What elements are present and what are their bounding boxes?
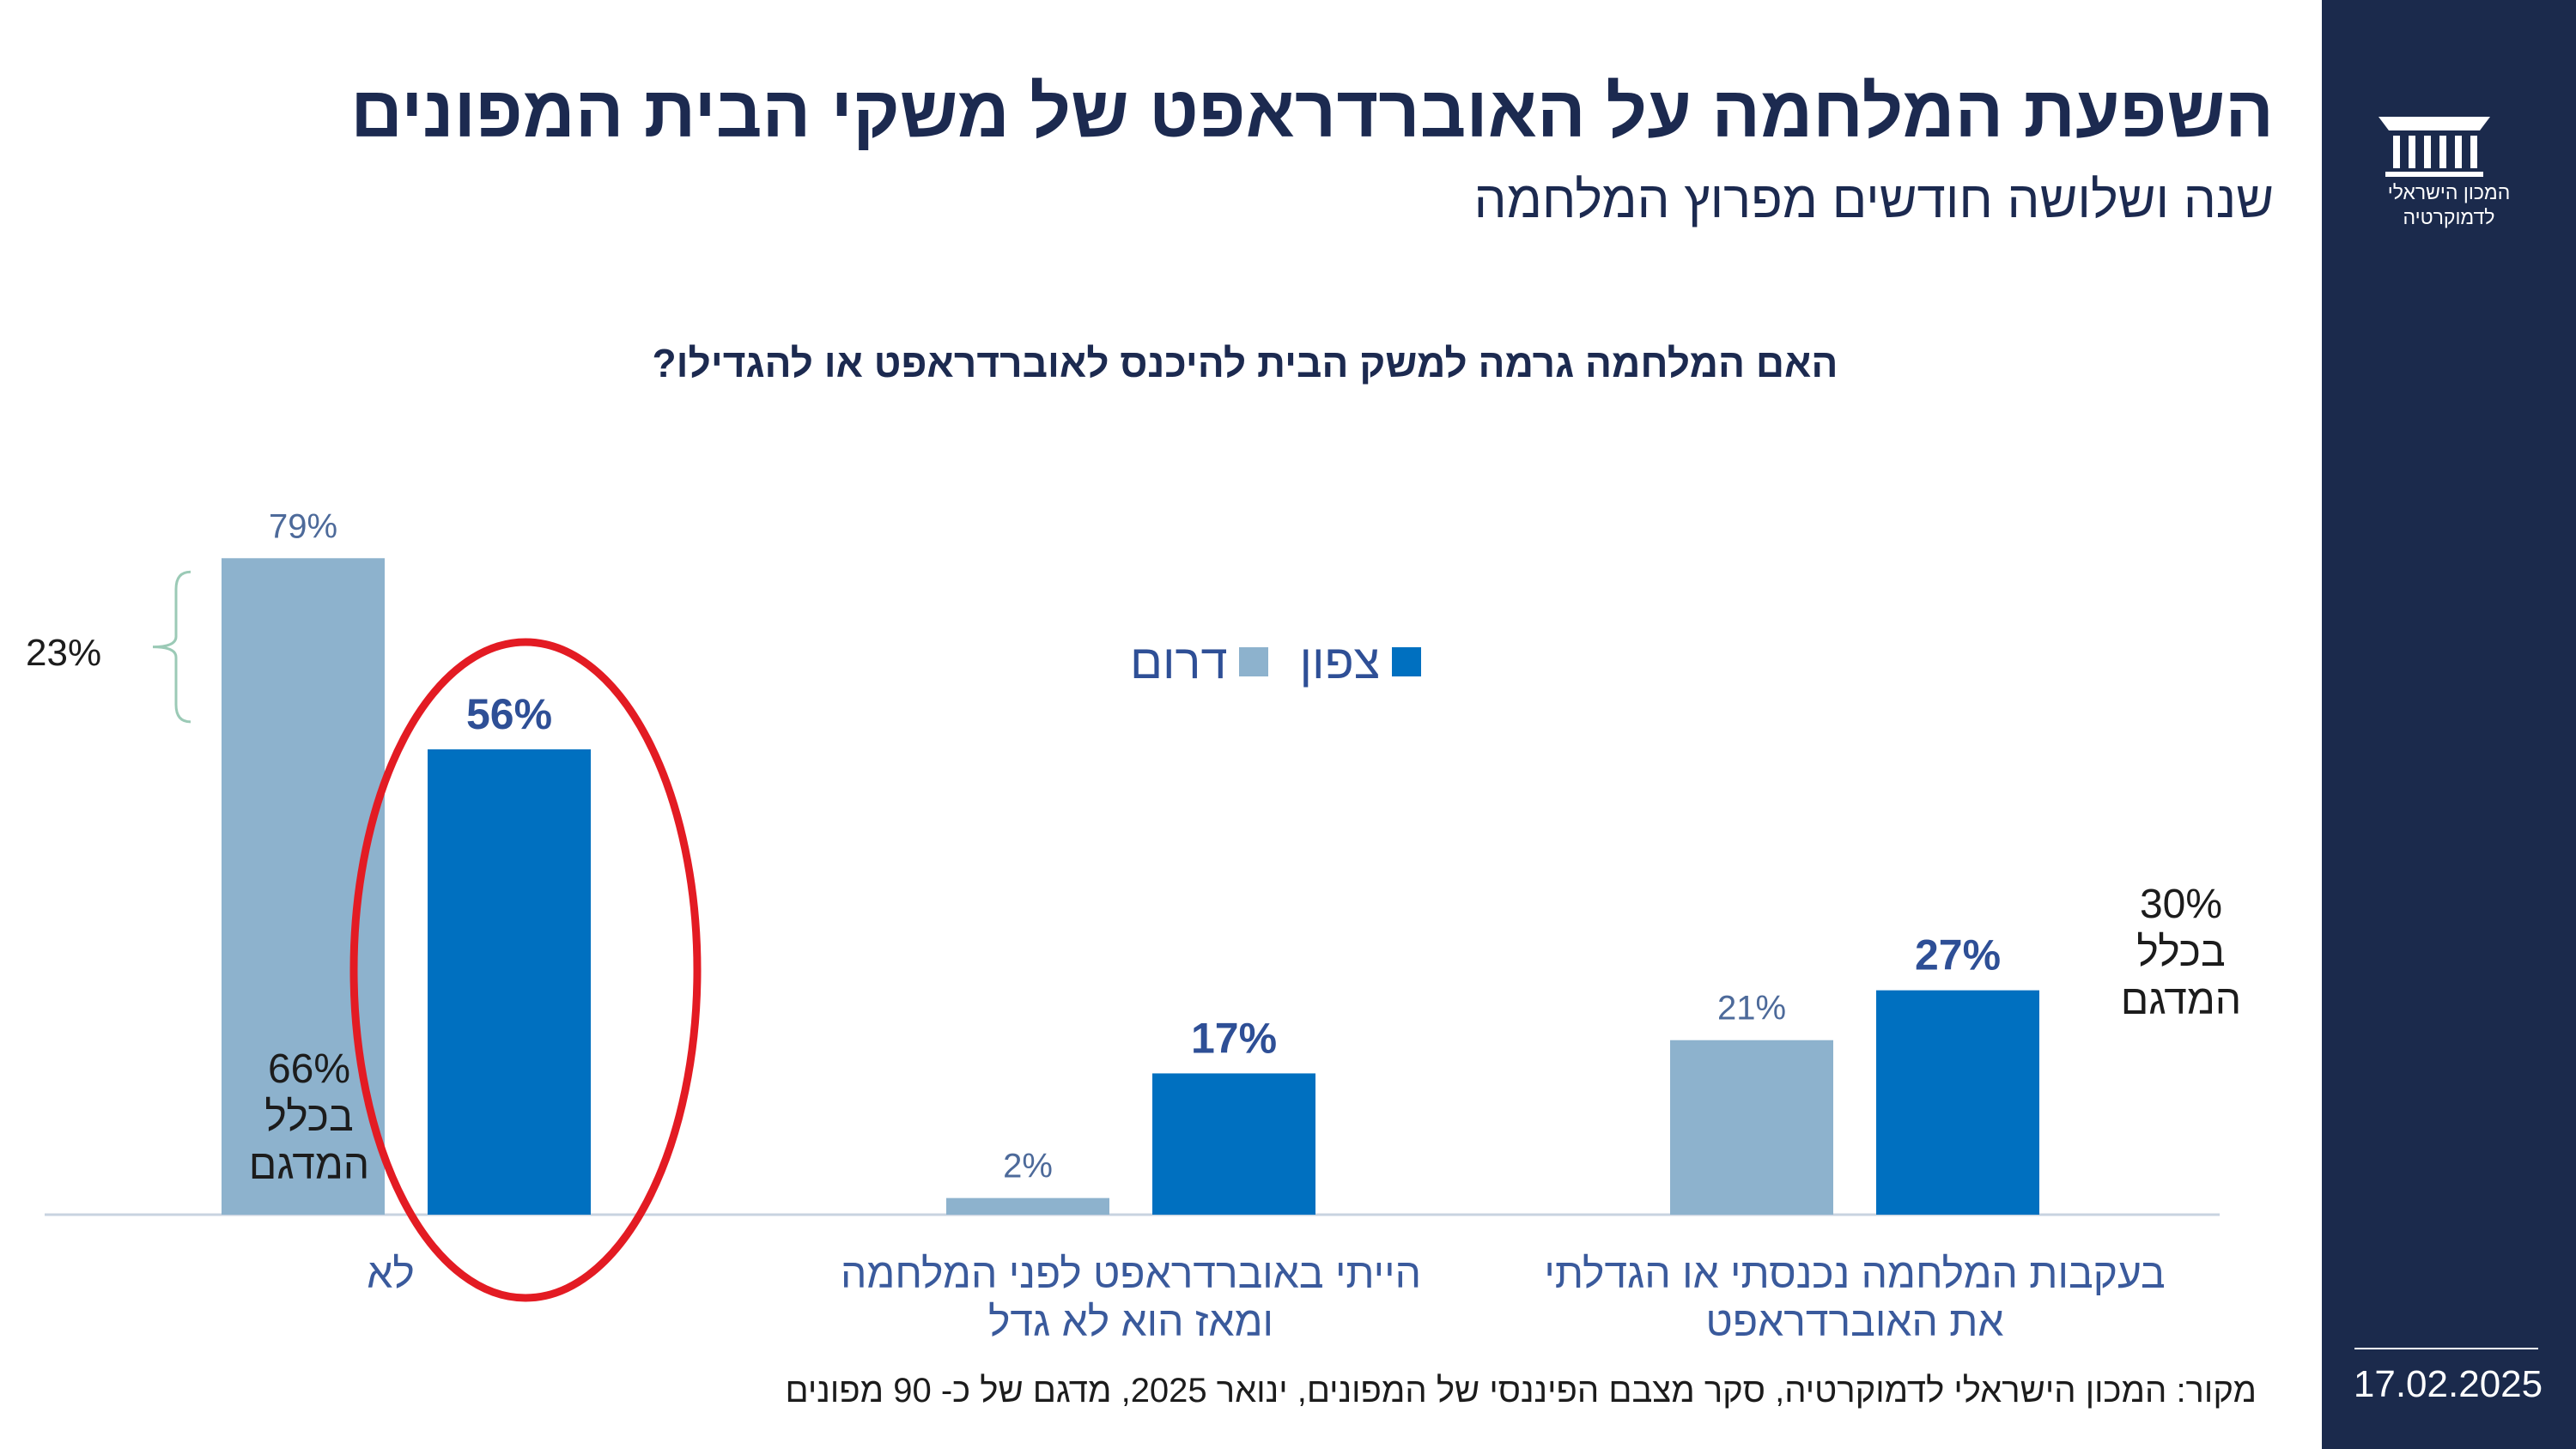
legend-swatch-north (1392, 646, 1422, 676)
difference-bracket (152, 570, 191, 724)
legend-item-north: צפון (1299, 634, 1422, 689)
data-label-north-2: 56% (466, 690, 552, 738)
data-label-south-2: 79% (269, 507, 337, 545)
data-label-south-0: 21% (1717, 990, 1786, 1028)
highlight-ellipse (349, 638, 702, 1302)
category-label-0-0: בעקבות המלחמה נכנסתי או הגדלתי (1544, 1252, 2165, 1297)
page-subtitle: שנה ושלושה חודשים מפרוץ המלחמה (1473, 171, 2274, 228)
overall-increased-annotation: 30% בכלל המדגם (2095, 881, 2267, 1025)
legend-swatch-south (1239, 646, 1269, 676)
institute-logo-icon (2379, 117, 2490, 177)
overall-increased-line3: המדגם (2120, 978, 2242, 1023)
source-note: מקור: המכון הישראלי לדמוקרטיה, סקר מצבם … (785, 1372, 2257, 1410)
overall-no-line2: בכלל (264, 1094, 354, 1140)
logo-text: המכון הישראלי לדמוקרטיה (2342, 180, 2555, 230)
bar-north-2 (428, 749, 591, 1215)
chart-legend: צפון דרום (1099, 634, 1422, 689)
legend-item-south: דרום (1130, 634, 1269, 689)
data-label-south-1: 2% (1003, 1148, 1053, 1185)
difference-label: 23% (26, 632, 102, 674)
overall-no-annotation: 66% בכלל המדגם (215, 1046, 404, 1190)
date-divider (2354, 1348, 2538, 1349)
bar-north-1 (1152, 1073, 1315, 1215)
date-label: 17.02.2025 (2353, 1363, 2543, 1405)
category-label-0-1: את האוברדראפט (1705, 1300, 2003, 1345)
bar-north-0 (1876, 990, 2039, 1215)
page-title: השפעת המלחמה על האוברדראפט של משקי הבית … (350, 71, 2274, 152)
category-label-2-0: לא (367, 1252, 415, 1297)
overall-increased-line2: בכלל (2136, 930, 2226, 975)
category-label-1-0: הייתי באוברדראפט לפני המלחמה (841, 1252, 1421, 1297)
category-label-1-1: ומאז הוא לא גדל (988, 1300, 1273, 1345)
logo-text-line1: המכון הישראלי (2387, 181, 2511, 203)
overall-no-line1: 66% (267, 1046, 351, 1092)
data-label-north-0: 27% (1915, 931, 2001, 979)
bar-south-1 (946, 1197, 1109, 1215)
legend-label-south: דרום (1130, 634, 1228, 688)
legend-label-north: צפון (1299, 634, 1381, 688)
sidebar (2322, 0, 2576, 1449)
logo-text-line2: לדמוקרטיה (2403, 206, 2495, 228)
bar-south-0 (1670, 1040, 1833, 1215)
data-label-north-1: 17% (1191, 1014, 1277, 1062)
overall-no-line3: המדגם (248, 1143, 370, 1188)
overall-increased-line1: 30% (2139, 882, 2223, 927)
chart-title: האם המלחמה גרמה למשק הבית להיכנס לאוברדר… (652, 341, 1838, 385)
